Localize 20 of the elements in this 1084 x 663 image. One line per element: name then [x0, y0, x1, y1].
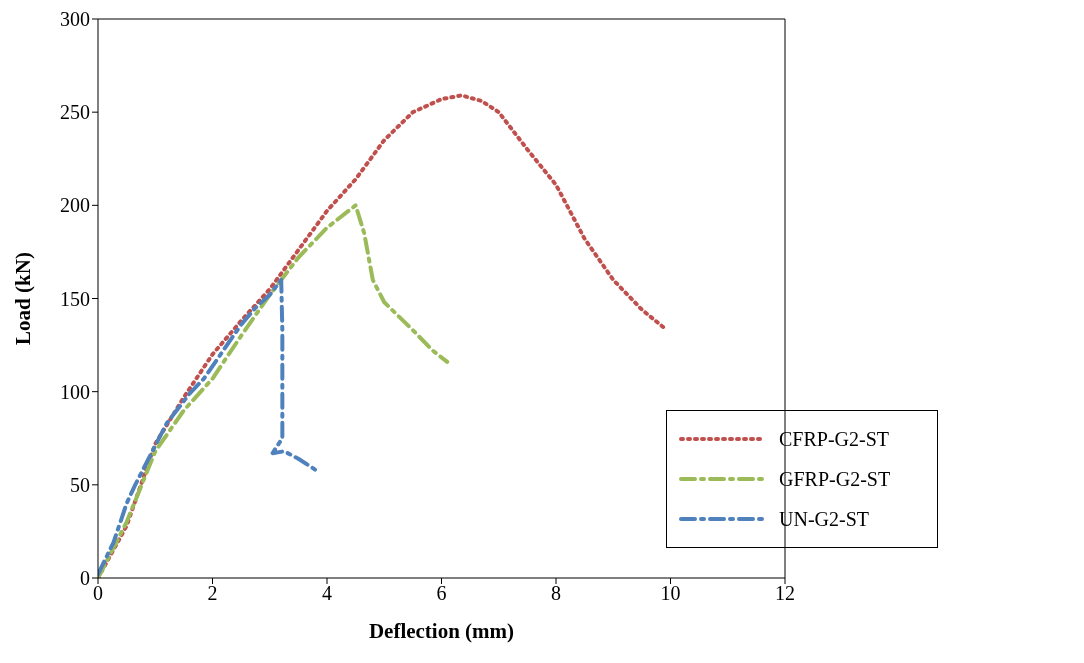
legend-label: UN-G2-ST [779, 507, 869, 531]
x-tick-label: 8 [551, 582, 561, 605]
x-tick-label: 4 [322, 582, 332, 605]
y-tick-label: 100 [60, 380, 90, 403]
y-tick-label: 250 [60, 101, 90, 124]
line-series [98, 203, 450, 578]
x-tick-label: 2 [207, 582, 218, 605]
y-axis-title: Load (kN) [11, 252, 36, 345]
legend-label: GFRP-G2-ST [779, 467, 891, 491]
x-tick-label: 10 [660, 582, 681, 605]
x-tick-label: 6 [436, 582, 447, 605]
y-tick-label: 300 [60, 8, 90, 31]
line-series [98, 277, 318, 577]
x-axis-title: Deflection (mm) [368, 619, 515, 643]
x-tick-label: 12 [775, 582, 795, 605]
y-tick-label: 0 [80, 567, 90, 590]
y-tick-label: 50 [70, 473, 90, 496]
y-tick-label: 150 [60, 287, 90, 310]
legend-label: CFRP-G2-ST [779, 427, 890, 451]
y-tick-label: 200 [60, 194, 90, 217]
